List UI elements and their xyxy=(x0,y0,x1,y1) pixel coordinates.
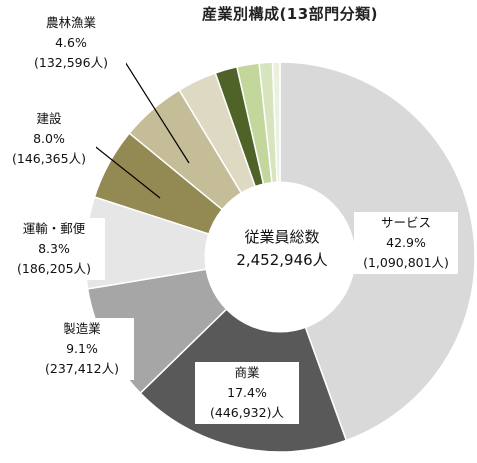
label-manufacturing: 製造業 9.1% (237,412人) xyxy=(30,318,134,380)
label-agriculture-count: (132,596人) xyxy=(34,55,108,70)
label-transport-name: 運輸・郵便 xyxy=(22,221,86,236)
label-transport: 運輸・郵便 8.3% (186,205人) xyxy=(3,218,105,280)
label-transport-percent: 8.3% xyxy=(38,241,70,256)
label-agriculture-name: 農林漁業 xyxy=(45,15,96,30)
label-agriculture-percent: 4.6% xyxy=(55,35,87,50)
label-commerce-count: (446,932)人 xyxy=(210,405,284,420)
center-label: 従業員総数 2,452,946人 xyxy=(192,226,372,272)
label-commerce-percent: 17.4% xyxy=(227,385,267,400)
label-agriculture: 農林漁業 4.6% (132,596人) xyxy=(16,12,126,74)
label-commerce: 商業 17.4% (446,932)人 xyxy=(195,362,299,424)
center-label-line1: 従業員総数 xyxy=(244,228,320,246)
label-service: サービス 42.9% (1,090,801人) xyxy=(354,212,458,274)
label-manufacturing-count: (237,412人) xyxy=(45,361,119,376)
label-service-percent: 42.9% xyxy=(386,235,426,250)
leader-agriculture xyxy=(119,53,190,164)
label-construction: 建設 8.0% (146,365人) xyxy=(2,108,96,170)
label-commerce-name: 商業 xyxy=(234,365,260,380)
center-label-line2: 2,452,946人 xyxy=(236,251,328,269)
label-service-name: サービス xyxy=(380,215,431,230)
leader-construction xyxy=(91,143,161,199)
label-service-count: (1,090,801人) xyxy=(363,255,449,270)
chart-title: 産業別構成(13部門分類) xyxy=(201,5,379,23)
label-transport-count: (186,205人) xyxy=(17,261,91,276)
label-manufacturing-percent: 9.1% xyxy=(66,341,98,356)
label-manufacturing-name: 製造業 xyxy=(63,321,101,336)
label-construction-count: (146,365人) xyxy=(12,151,86,166)
label-construction-percent: 8.0% xyxy=(33,131,65,146)
label-construction-name: 建設 xyxy=(36,111,62,126)
